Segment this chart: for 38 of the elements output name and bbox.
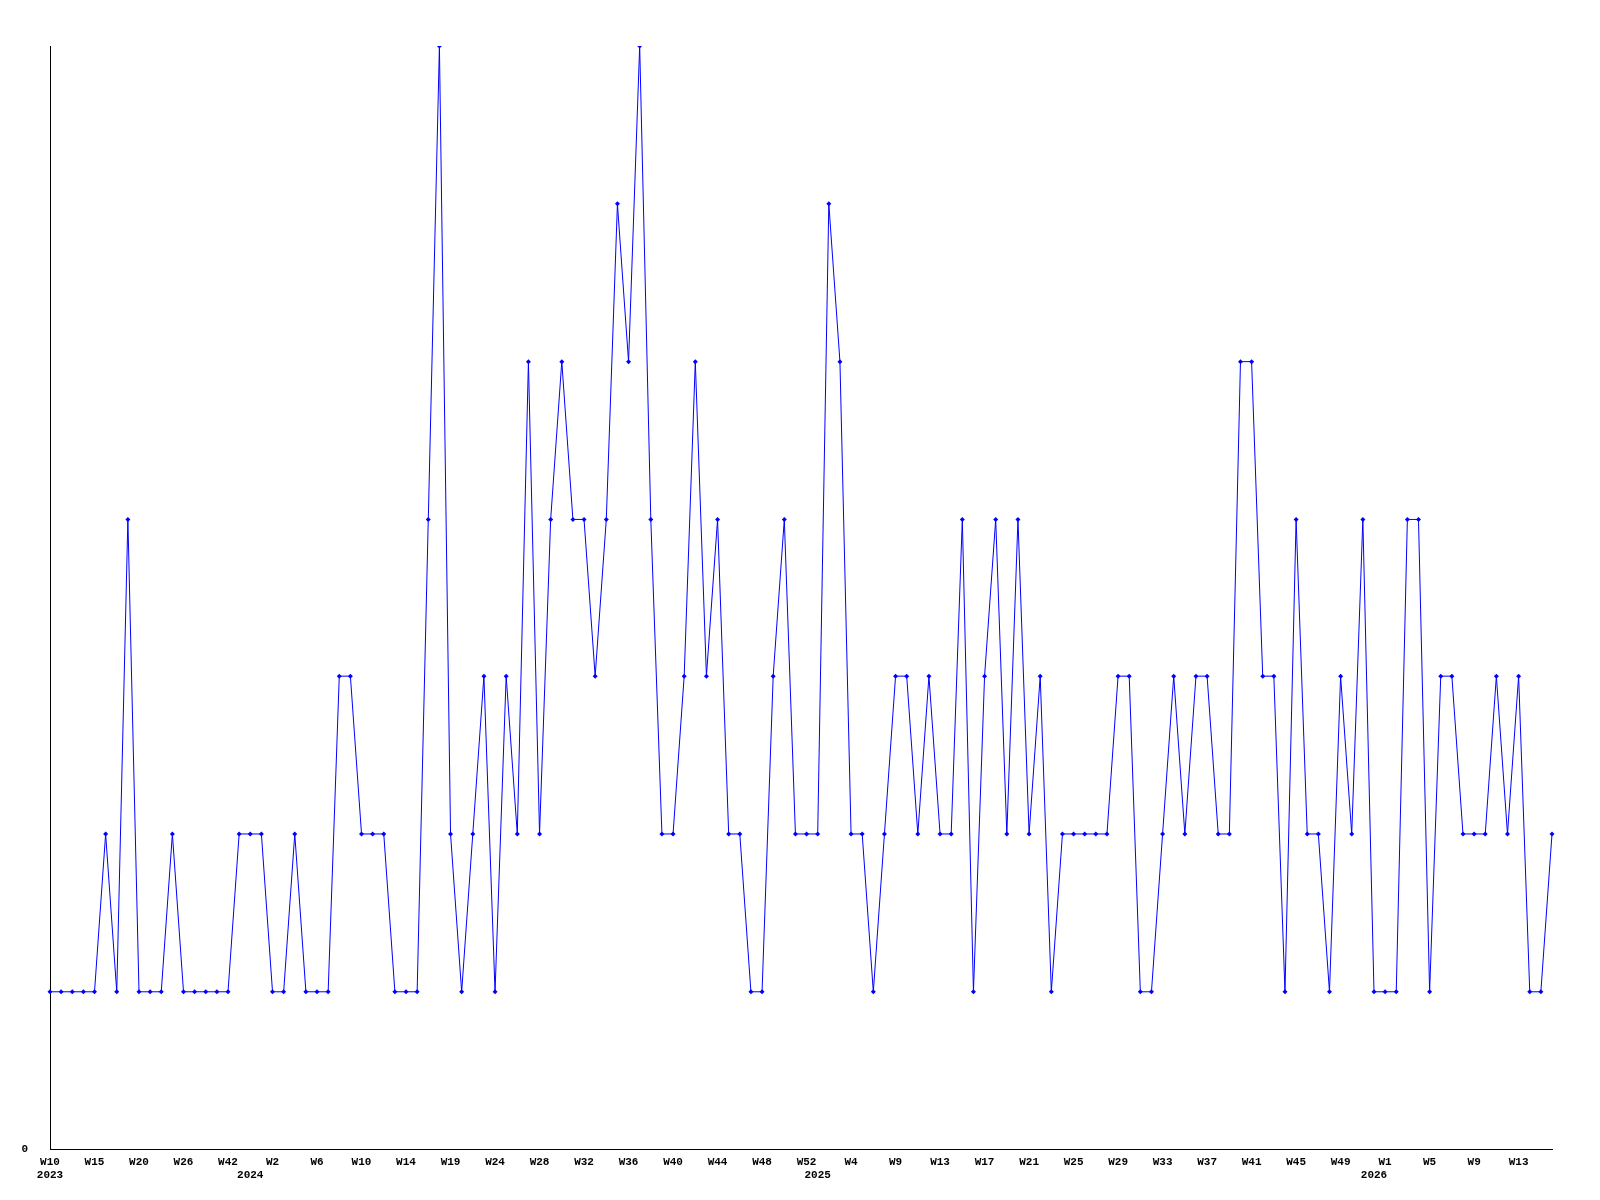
x-tick-label: 2026 bbox=[1360, 1169, 1388, 1182]
x-tick-label: W36 bbox=[618, 1155, 639, 1168]
x-tick-label: W37 bbox=[1197, 1155, 1217, 1168]
x-tick-label: W48 bbox=[752, 1155, 773, 1168]
x-tick-label: W41 bbox=[1241, 1155, 1262, 1168]
x-tick-label: W49 bbox=[1330, 1155, 1351, 1168]
x-tick-label: W4 bbox=[844, 1155, 859, 1168]
x-tick-label: W25 bbox=[1063, 1155, 1084, 1168]
x-tick-label: W5 bbox=[1423, 1155, 1437, 1168]
x-tick-label: W33 bbox=[1152, 1155, 1173, 1168]
x-tick-label: W52 bbox=[796, 1155, 817, 1168]
x-tick-label: W45 bbox=[1286, 1155, 1307, 1168]
x-tick-label: W29 bbox=[1108, 1155, 1128, 1168]
x-tick-label: W1 bbox=[1378, 1155, 1393, 1168]
x-tick-label: W42 bbox=[218, 1155, 238, 1168]
x-tick-label: W32 bbox=[574, 1155, 594, 1168]
text: 0 bbox=[21, 1143, 28, 1156]
x-tick-label: W2 bbox=[265, 1155, 280, 1168]
x-tick-label: W28 bbox=[529, 1155, 550, 1168]
x-tick-label: W10 bbox=[351, 1155, 372, 1168]
x-tick-label: W26 bbox=[173, 1155, 194, 1168]
x-tick-label: W44 bbox=[707, 1155, 728, 1168]
x-tick-label: W9 bbox=[888, 1155, 903, 1168]
x-tick-label: W20 bbox=[129, 1155, 149, 1168]
x-tick-label: W19 bbox=[440, 1155, 461, 1168]
x-tick-label: 2025 bbox=[804, 1169, 832, 1182]
x-tick-label: W10 2023 bbox=[36, 1155, 64, 1182]
x-tick-label: W6 bbox=[310, 1155, 324, 1168]
x-tick-label: W13 bbox=[930, 1155, 951, 1168]
x-tick-label: W15 bbox=[84, 1155, 105, 1168]
x-tick-label: W13 bbox=[1508, 1155, 1529, 1168]
x-tick-label: W40 bbox=[663, 1155, 683, 1168]
x-tick-label: W17 bbox=[974, 1155, 995, 1168]
x-tick-label: W9 bbox=[1467, 1155, 1481, 1168]
x-tick-label: W24 bbox=[485, 1155, 506, 1168]
x-tick-label: W21 bbox=[1019, 1155, 1040, 1168]
x-tick-label: 2024 bbox=[237, 1169, 264, 1182]
x-tick-label: W14 bbox=[396, 1155, 417, 1168]
